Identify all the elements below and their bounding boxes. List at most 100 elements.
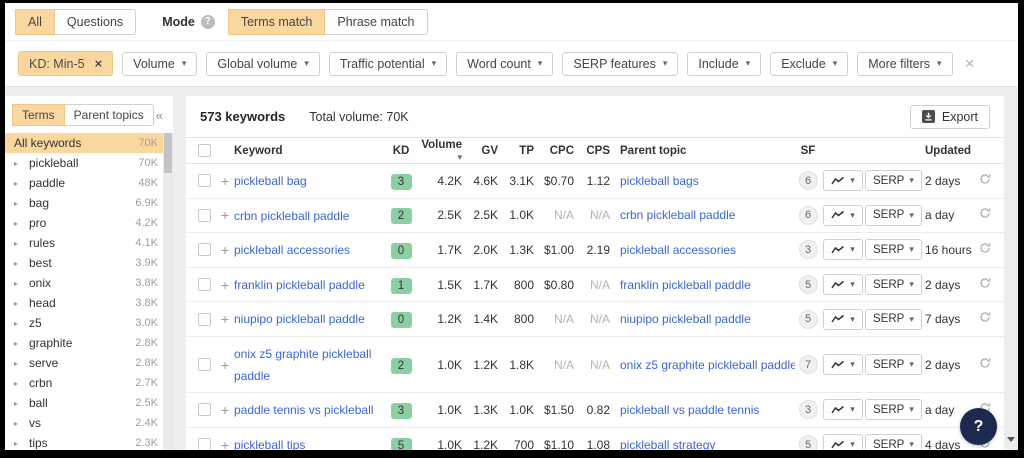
filter-dropdown[interactable]: Exclude ▾	[770, 51, 849, 76]
keyword-link[interactable]: paddle tennis vs pickleball	[234, 403, 374, 418]
expand-arrow-icon[interactable]: ▸	[14, 258, 19, 268]
parent-topic-link[interactable]: onix z5 graphite pickleball paddle	[620, 357, 795, 372]
add-to-list-icon[interactable]: +	[220, 356, 230, 373]
col-keyword[interactable]: Keyword	[234, 144, 283, 157]
trend-dropdown-button[interactable]: ▾	[823, 204, 863, 226]
parent-topic-link[interactable]: crbn pickleball paddle	[620, 208, 736, 223]
select-all-checkbox[interactable]	[197, 144, 211, 157]
add-to-list-icon[interactable]: +	[220, 241, 230, 258]
parent-topic-link[interactable]: pickleball strategy	[620, 437, 716, 450]
term-item[interactable]: ▸ rules 4.1K	[14, 236, 158, 250]
term-item[interactable]: ▸ serve 2.8K	[14, 356, 158, 370]
add-to-list-icon[interactable]: +	[220, 276, 230, 293]
filter-dropdown[interactable]: Global volume ▾	[206, 51, 320, 76]
keyword-link[interactable]: pickleball bag	[234, 174, 307, 188]
filter-dropdown[interactable]: SERP features ▾	[562, 51, 679, 76]
keyword-link[interactable]: niupipo pickleball paddle	[234, 312, 365, 327]
scroll-down-arrow-icon[interactable]	[1007, 437, 1015, 442]
parent-topic-link[interactable]: pickleball vs paddle tennis	[620, 402, 760, 417]
clear-filters-icon[interactable]: ×	[964, 53, 975, 73]
row-checkbox[interactable]	[197, 312, 211, 326]
collapse-sidebar-icon[interactable]: «	[155, 107, 163, 123]
term-item[interactable]: ▸ best 3.9K	[14, 256, 158, 270]
filter-dropdown[interactable]: Word count ▾	[456, 51, 554, 76]
expand-arrow-icon[interactable]: ▸	[14, 398, 19, 408]
sidebar-tab[interactable]: Parent topics	[63, 104, 154, 126]
expand-arrow-icon[interactable]: ▸	[14, 238, 19, 248]
row-checkbox[interactable]	[197, 403, 211, 417]
row-checkbox[interactable]	[197, 278, 211, 292]
term-item[interactable]: ▸ tips 2.3K	[14, 436, 158, 450]
sidebar-tab[interactable]: Terms	[12, 104, 65, 126]
col-parent-topic[interactable]: Parent topic	[620, 144, 687, 157]
mode-help-icon[interactable]: ?	[200, 14, 215, 29]
scope-tab[interactable]: All	[15, 8, 55, 35]
add-to-list-icon[interactable]: +	[220, 172, 230, 189]
keyword-link[interactable]: onix z5 graphite pickleball paddle	[234, 346, 372, 383]
keyword-link[interactable]: pickleball tips	[234, 437, 306, 450]
parent-topic-link[interactable]: niupipo pickleball paddle	[620, 312, 751, 327]
refresh-icon[interactable]	[977, 356, 993, 374]
expand-arrow-icon[interactable]: ▸	[14, 438, 19, 448]
col-sf[interactable]: SF	[800, 144, 816, 157]
match-mode-tab[interactable]: Phrase match	[324, 8, 428, 35]
expand-arrow-icon[interactable]: ▸	[14, 158, 19, 168]
refresh-icon[interactable]	[977, 206, 993, 224]
expand-arrow-icon[interactable]: ▸	[14, 338, 19, 348]
active-filter-chip[interactable]: KD: Min-5 ×	[18, 51, 114, 76]
serp-dropdown-button[interactable]: SERP ▾	[865, 354, 922, 376]
add-to-list-icon[interactable]: +	[220, 207, 230, 224]
term-item[interactable]: ▸ onix 3.8K	[14, 276, 158, 290]
term-item[interactable]: ▸ pro 4.2K	[14, 216, 158, 230]
term-item[interactable]: ▸ bag 6.9K	[14, 196, 158, 210]
filter-dropdown[interactable]: Include ▾	[687, 51, 762, 76]
expand-arrow-icon[interactable]: ▸	[14, 298, 19, 308]
expand-arrow-icon[interactable]: ▸	[14, 378, 19, 388]
term-item[interactable]: ▸ z5 3.0K	[14, 316, 158, 330]
trend-dropdown-button[interactable]: ▾	[823, 399, 863, 421]
term-item[interactable]: ▸ graphite 2.8K	[14, 336, 158, 350]
term-item[interactable]: ▸ vs 2.4K	[14, 416, 158, 430]
expand-arrow-icon[interactable]: ▸	[14, 358, 19, 368]
serp-dropdown-button[interactable]: SERP ▾	[865, 308, 922, 330]
row-checkbox[interactable]	[197, 358, 211, 372]
serp-dropdown-button[interactable]: SERP ▾	[865, 274, 922, 296]
serp-dropdown-button[interactable]: SERP ▾	[865, 239, 922, 261]
trend-dropdown-button[interactable]: ▾	[823, 170, 863, 192]
keyword-link[interactable]: crbn pickleball paddle	[234, 208, 350, 223]
refresh-icon[interactable]	[977, 241, 993, 259]
remove-filter-icon[interactable]: ×	[94, 56, 103, 71]
col-gv[interactable]: GV	[481, 144, 498, 157]
col-cpc[interactable]: CPC	[549, 144, 574, 157]
row-checkbox[interactable]	[197, 243, 211, 257]
serp-dropdown-button[interactable]: SERP ▾	[865, 204, 922, 226]
scope-tab[interactable]: Questions	[53, 8, 137, 35]
row-checkbox[interactable]	[197, 208, 211, 222]
sidebar-scrollbar[interactable]	[163, 133, 173, 450]
serp-dropdown-button[interactable]: SERP ▾	[865, 434, 922, 450]
keyword-link[interactable]: pickleball accessories	[234, 243, 351, 258]
trend-dropdown-button[interactable]: ▾	[823, 239, 863, 261]
term-item[interactable]: ▸ pickleball 70K	[14, 156, 158, 170]
parent-topic-link[interactable]: pickleball accessories	[620, 242, 737, 257]
page-scrollbar[interactable]	[1004, 96, 1018, 450]
row-checkbox[interactable]	[197, 438, 211, 450]
trend-dropdown-button[interactable]: ▾	[823, 308, 863, 330]
expand-arrow-icon[interactable]: ▸	[14, 278, 19, 288]
term-item[interactable]: ▸ head 3.8K	[14, 296, 158, 310]
trend-dropdown-button[interactable]: ▾	[823, 354, 863, 376]
filter-dropdown[interactable]: More filters ▾	[857, 51, 953, 76]
add-to-list-icon[interactable]: +	[220, 311, 230, 328]
row-checkbox[interactable]	[197, 174, 211, 188]
expand-arrow-icon[interactable]: ▸	[14, 418, 19, 428]
help-button[interactable]: ?	[960, 408, 997, 445]
parent-topic-link[interactable]: pickleball bags	[620, 173, 699, 188]
expand-arrow-icon[interactable]: ▸	[14, 318, 19, 328]
keyword-link[interactable]: franklin pickleball paddle	[234, 277, 365, 292]
expand-arrow-icon[interactable]: ▸	[14, 178, 19, 188]
parent-topic-link[interactable]: franklin pickleball paddle	[620, 277, 751, 292]
export-button[interactable]: Export	[909, 104, 990, 129]
serp-dropdown-button[interactable]: SERP ▾	[865, 399, 922, 421]
refresh-icon[interactable]	[977, 172, 993, 190]
refresh-icon[interactable]	[977, 310, 993, 328]
